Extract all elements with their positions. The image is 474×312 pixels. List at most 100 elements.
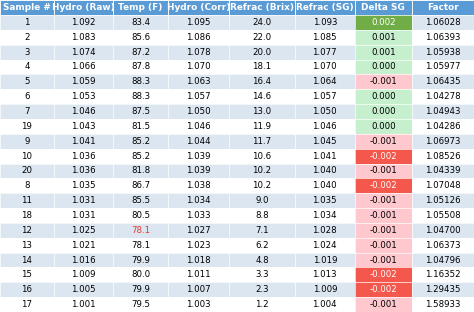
Bar	[0, 30, 474, 45]
Text: 1.004: 1.004	[312, 300, 337, 309]
Bar	[0, 89, 474, 104]
Text: 9: 9	[24, 137, 29, 146]
Text: -0.002: -0.002	[369, 181, 397, 190]
Text: Factor: Factor	[427, 3, 459, 12]
Text: 79.9: 79.9	[131, 256, 150, 265]
Text: 4: 4	[24, 62, 29, 71]
Text: 1.04943: 1.04943	[425, 107, 461, 116]
Text: -0.001: -0.001	[369, 166, 397, 175]
Text: 19: 19	[21, 122, 32, 131]
Text: 1.04700: 1.04700	[425, 226, 461, 235]
Text: 15: 15	[21, 271, 32, 279]
Text: 24.0: 24.0	[252, 18, 272, 27]
Text: 1.070: 1.070	[186, 62, 211, 71]
Text: 1.005: 1.005	[71, 285, 96, 294]
Text: Refrac (SG): Refrac (SG)	[296, 3, 354, 12]
Text: 1.06973: 1.06973	[425, 137, 461, 146]
Bar	[0, 178, 474, 193]
Text: 80.0: 80.0	[131, 271, 150, 279]
Text: 1.046: 1.046	[186, 122, 211, 131]
Bar	[0, 253, 474, 267]
Text: -0.002: -0.002	[369, 152, 397, 161]
Text: 5: 5	[24, 77, 29, 86]
Text: 78.1: 78.1	[131, 226, 150, 235]
Text: 78.1: 78.1	[131, 241, 150, 250]
Bar	[355, 178, 411, 193]
Bar	[355, 163, 411, 178]
Text: 1.06435: 1.06435	[425, 77, 461, 86]
Bar	[355, 253, 411, 267]
Text: 88.3: 88.3	[131, 92, 150, 101]
Text: 1.013: 1.013	[312, 271, 337, 279]
Text: 1.041: 1.041	[71, 137, 96, 146]
Text: 1.031: 1.031	[71, 196, 96, 205]
Text: 79.9: 79.9	[131, 285, 150, 294]
Text: 11.7: 11.7	[252, 137, 272, 146]
Text: 1.031: 1.031	[71, 211, 96, 220]
Bar	[355, 74, 411, 89]
Text: 17: 17	[21, 300, 32, 309]
Text: 7.1: 7.1	[255, 226, 269, 235]
Text: 1.036: 1.036	[71, 166, 96, 175]
Bar	[355, 15, 411, 30]
Text: 1.019: 1.019	[312, 256, 337, 265]
Text: 1.044: 1.044	[186, 137, 211, 146]
Text: 1.028: 1.028	[312, 226, 337, 235]
Text: -0.001: -0.001	[369, 196, 397, 205]
Text: -0.001: -0.001	[369, 211, 397, 220]
Bar	[0, 282, 474, 297]
Text: Delta SG: Delta SG	[362, 3, 405, 12]
Bar	[0, 45, 474, 60]
Text: 6.2: 6.2	[255, 241, 269, 250]
Bar	[355, 297, 411, 312]
Text: 1.29435: 1.29435	[425, 285, 461, 294]
Text: 1.040: 1.040	[312, 166, 337, 175]
Text: 10.2: 10.2	[252, 181, 272, 190]
Text: 1.06028: 1.06028	[425, 18, 461, 27]
Text: 1.08526: 1.08526	[425, 152, 461, 161]
Bar	[0, 149, 474, 163]
Text: 2.3: 2.3	[255, 285, 269, 294]
Text: 0.001: 0.001	[371, 33, 396, 42]
Text: 85.2: 85.2	[131, 152, 150, 161]
Bar	[355, 60, 411, 74]
Text: 0.000: 0.000	[371, 92, 396, 101]
Text: 1.007: 1.007	[186, 285, 211, 294]
Text: 1.04339: 1.04339	[425, 166, 461, 175]
Text: 1.016: 1.016	[71, 256, 96, 265]
Text: 1.001: 1.001	[71, 300, 96, 309]
Text: 1.035: 1.035	[312, 196, 337, 205]
Text: 79.5: 79.5	[131, 300, 150, 309]
Bar	[0, 74, 474, 89]
Text: 1.050: 1.050	[312, 107, 337, 116]
Text: 0.000: 0.000	[371, 122, 396, 131]
Text: 8.8: 8.8	[255, 211, 269, 220]
Bar	[294, 0, 355, 15]
Text: 1.06373: 1.06373	[425, 241, 461, 250]
Bar	[355, 30, 411, 45]
Text: 81.8: 81.8	[131, 166, 150, 175]
Text: 0.002: 0.002	[371, 18, 396, 27]
Text: 18.1: 18.1	[252, 62, 272, 71]
Text: 86.7: 86.7	[131, 181, 150, 190]
Text: 16.4: 16.4	[252, 77, 272, 86]
Text: 20.0: 20.0	[252, 48, 272, 56]
Text: 1.05508: 1.05508	[425, 211, 461, 220]
Text: 80.5: 80.5	[131, 211, 150, 220]
Text: 1.05977: 1.05977	[425, 62, 461, 71]
Text: 10: 10	[21, 152, 32, 161]
Text: 1.003: 1.003	[186, 300, 211, 309]
Text: 1.027: 1.027	[186, 226, 211, 235]
Text: 1.04796: 1.04796	[425, 256, 461, 265]
Text: 4.8: 4.8	[255, 256, 269, 265]
Bar	[355, 282, 411, 297]
Text: 1.025: 1.025	[71, 226, 96, 235]
Text: Temp (F): Temp (F)	[118, 3, 163, 12]
Text: -0.001: -0.001	[369, 241, 397, 250]
Text: 1.011: 1.011	[186, 271, 211, 279]
Bar	[355, 238, 411, 253]
Text: 12: 12	[21, 226, 32, 235]
Text: Refrac (Brix): Refrac (Brix)	[230, 3, 294, 12]
Bar	[355, 223, 411, 238]
Text: Sample #: Sample #	[3, 3, 51, 12]
